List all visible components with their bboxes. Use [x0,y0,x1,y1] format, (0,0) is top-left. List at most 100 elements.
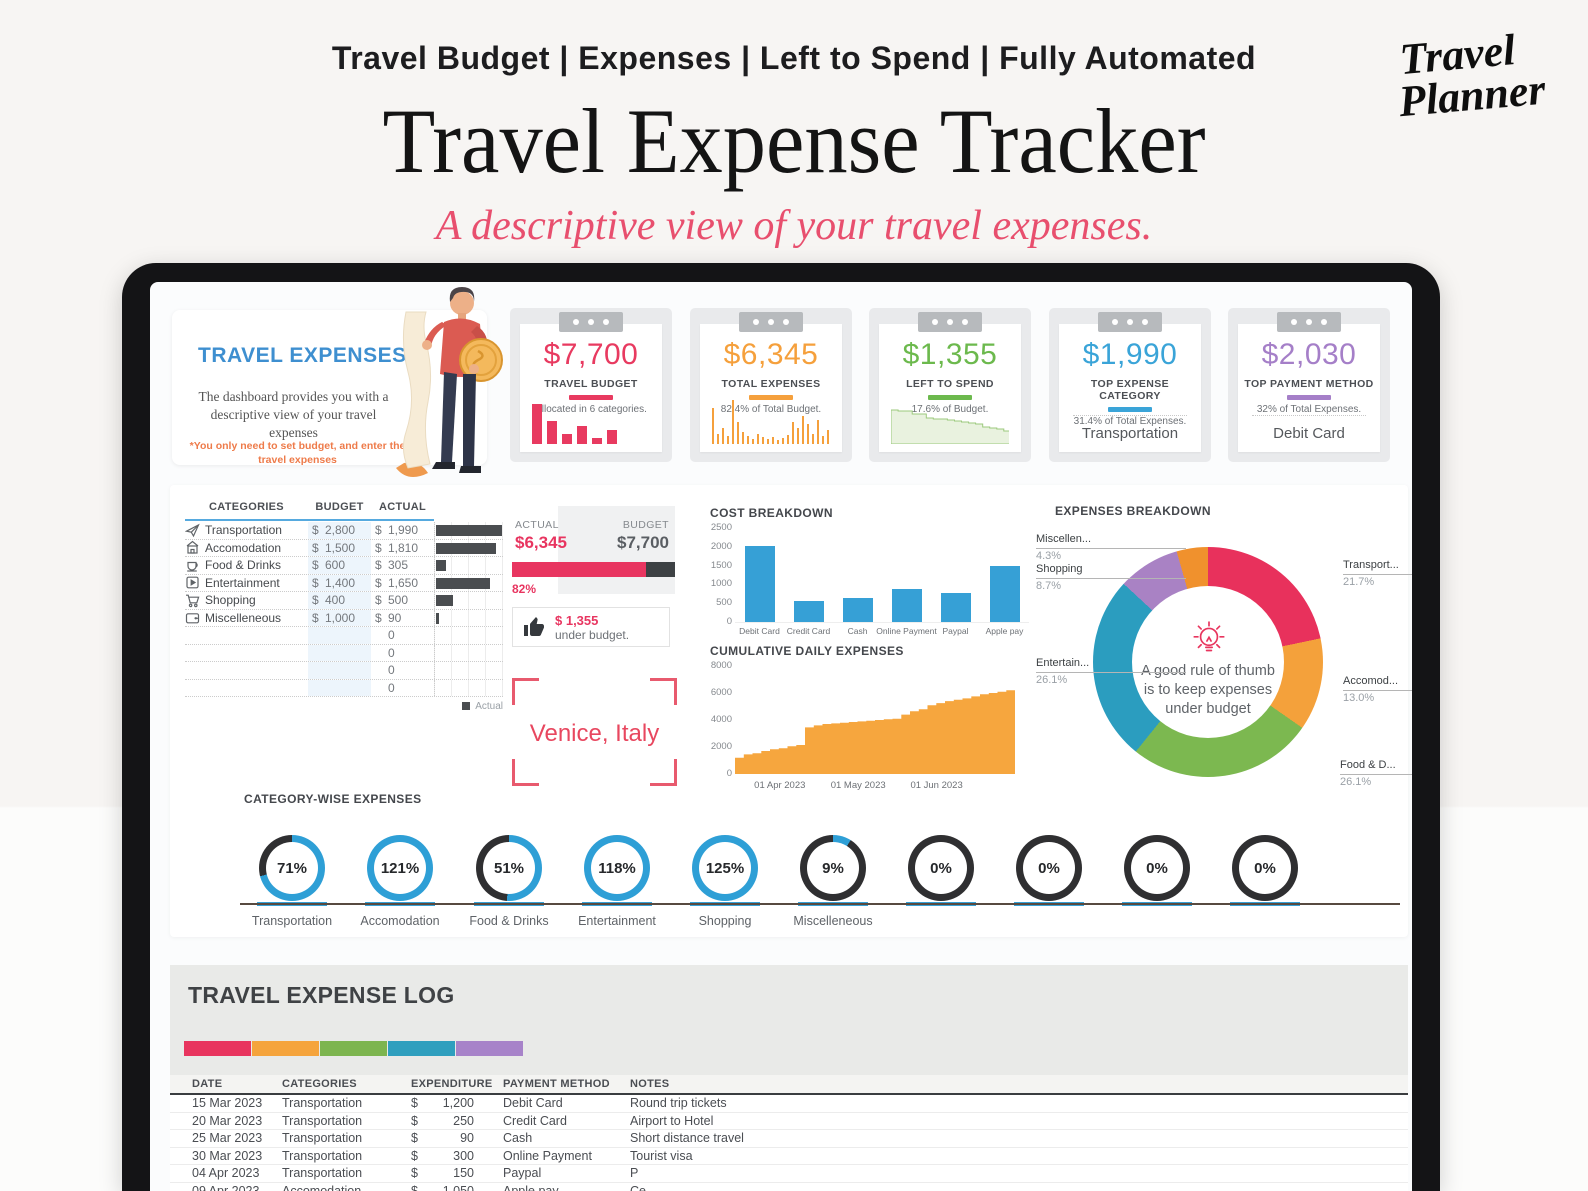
actual-amount-cell[interactable]: $500 [371,592,434,609]
budget-amount-cell[interactable]: $400 [308,592,371,609]
empty-budget-cell[interactable] [308,627,371,644]
budget-amount-cell[interactable]: $1,500 [308,539,371,556]
log-date-cell[interactable]: 04 Apr 2023 [192,1166,260,1181]
log-payment-cell[interactable]: Debit Card [503,1096,563,1110]
gauge-percent: 0% [1131,842,1183,894]
log-category-cell[interactable]: Transportation [282,1166,363,1181]
stat-card-2: $6,345 TOTAL EXPENSES 82.4% of Total Budge… [690,308,852,462]
stat-subtext: 17.6% of Budget. [911,404,989,415]
log-row: 15 Mar 2023 Transportation $1,200 Debit Car… [170,1095,1408,1113]
actual-amount-cell[interactable]: $305 [371,557,434,574]
budget-category-cell[interactable]: Shopping [205,593,256,608]
log-amount-cell[interactable]: 150 [453,1166,474,1181]
log-amount-cell[interactable]: 250 [453,1113,474,1128]
log-currency-cell[interactable]: $ [411,1148,418,1163]
log-notes-cell[interactable]: Tourist visa [630,1148,693,1163]
hotel-icon [185,540,205,555]
log-notes-cell[interactable]: Ce [630,1183,646,1191]
budget-summary-backdrop [558,506,675,594]
log-date-cell[interactable]: 09 Apr 2023 [192,1183,260,1191]
mini-spike [717,434,719,444]
entertainment-icon [185,575,205,590]
clip-dot [1127,319,1133,325]
log-amount-cell[interactable]: 1,200 [442,1096,474,1110]
cumulative-ytick: 0 [726,768,732,779]
log-payment-cell[interactable]: Paypal [503,1166,542,1181]
currency-symbol: $ [312,558,319,573]
log-date-cell[interactable]: 25 Mar 2023 [192,1131,263,1146]
log-header-payment-method: PAYMENT METHOD [503,1078,610,1090]
log-notes-cell[interactable]: Short distance travel [630,1131,744,1146]
log-category-cell[interactable]: Accomodation [282,1183,362,1191]
empty-actual-cell[interactable]: 0 [371,627,434,644]
budget-table-rows: Transportation $2,800 $1,990 Accomodation $1… [185,522,503,697]
log-date-cell[interactable]: 15 Mar 2023 [192,1096,263,1110]
actual-amount: 305 [388,558,409,573]
log-notes-cell[interactable]: P [630,1166,639,1181]
actual-amount-cell[interactable]: $1,650 [371,575,434,592]
cost-xtick: Online Payment [876,626,937,636]
donut-label-name: Accomod... [1343,674,1412,691]
budget-amount: 600 [325,558,346,573]
actual-amount-cell[interactable]: $1,990 [371,522,434,539]
log-category-cell[interactable]: Transportation [282,1148,363,1163]
log-currency-cell[interactable]: $ [411,1113,418,1128]
intro-card-note: *You only need to set budget, and enter … [189,440,406,466]
cost-xtick: Cash [847,626,868,636]
empty-budget-cell[interactable] [308,679,371,696]
log-payment-cell[interactable]: Credit Card [503,1113,567,1128]
log-category-cell[interactable]: Transportation [282,1113,363,1128]
budget-category-cell[interactable]: Transportation [205,523,282,538]
mini-spike [747,436,749,444]
donut-center-text: A good rule of thumb is to keep expenses… [1141,663,1275,717]
mini-spike [777,440,779,444]
log-payment-cell[interactable]: Cash [503,1131,533,1146]
empty-actual-cell[interactable]: 0 [371,662,434,679]
clip-dot [588,319,594,325]
cost-xtick: Debit Card [739,626,780,636]
budget-amount-cell[interactable]: $2,800 [308,522,371,539]
log-currency-cell[interactable]: $ [411,1096,418,1110]
budget-category-cell[interactable]: Food & Drinks [205,558,282,573]
empty-actual-cell[interactable]: 0 [371,645,434,662]
log-header-categories: CATEGORIES [282,1078,357,1090]
log-currency-cell[interactable]: $ [411,1131,418,1146]
empty-budget-cell[interactable] [308,662,371,679]
actual-amount: 90 [388,610,402,625]
actual-bar-cell [434,539,503,556]
budget-category-cell[interactable]: Miscelleneous [205,610,282,625]
empty-actual-cell[interactable]: 0 [371,680,434,697]
empty-budget-cell[interactable] [308,644,371,661]
budget-amount-cell[interactable]: $1,400 [308,574,371,591]
actual-bar [436,560,447,571]
log-currency-cell[interactable]: $ [411,1166,418,1181]
log-category-cell[interactable]: Transportation [282,1096,363,1110]
log-payment-cell[interactable]: Online Payment [503,1148,592,1163]
budget-category-cell[interactable]: Entertainment [205,575,280,590]
budget-amount-cell[interactable]: $600 [308,557,371,574]
stat-underline [928,395,972,400]
actual-amount-cell[interactable]: $1,810 [371,540,434,557]
budget-category-cell[interactable]: Accomodation [205,540,282,555]
clip-dot [768,319,774,325]
log-notes-cell[interactable]: Airport to Hotel [630,1113,714,1128]
expense-log-header-row: DATE CATEGORIES EXPENDITURE PAYMENT METHOD N… [170,1075,1408,1093]
zero-value: 0 [388,628,395,643]
cumulative-ytick: 2000 [710,741,732,752]
card-clip-tab [918,312,982,332]
log-notes-cell[interactable]: Round trip tickets [630,1096,727,1110]
log-amount-cell[interactable]: 300 [453,1148,474,1163]
log-color-bar [456,1041,523,1056]
stat-value: $7,700 [543,338,639,371]
log-currency-cell[interactable]: $ [411,1183,418,1191]
actual-amount-cell[interactable]: $90 [371,610,434,627]
log-date-cell[interactable]: 20 Mar 2023 [192,1113,263,1128]
log-header-expenditure: EXPENDITURE [411,1078,493,1090]
log-amount-cell[interactable]: 90 [460,1131,474,1146]
log-category-cell[interactable]: Transportation [282,1131,363,1146]
budget-amount-cell[interactable]: $1,000 [308,609,371,626]
log-payment-cell[interactable]: Apple pay [503,1183,559,1191]
log-amount-cell[interactable]: 1,050 [442,1183,474,1191]
mini-spike [782,438,784,444]
log-date-cell[interactable]: 30 Mar 2023 [192,1148,263,1163]
